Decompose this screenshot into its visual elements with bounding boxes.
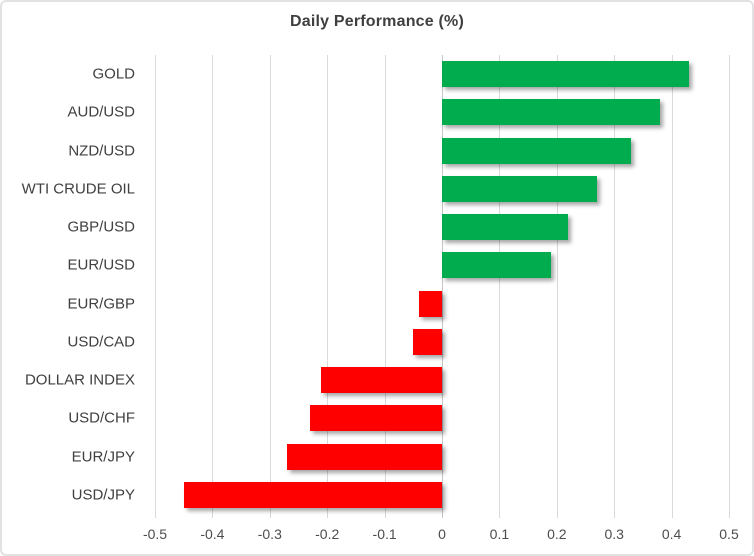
- category-label: WTI CRUDE OIL: [21, 180, 135, 198]
- gridline: [499, 55, 501, 518]
- bar-positive-nzd-usd: [442, 137, 632, 164]
- category-label: GBP/USD: [67, 218, 135, 236]
- x-tick-label: -0.4: [200, 526, 225, 542]
- x-tick-label: 0.3: [604, 526, 624, 542]
- gridline: [729, 55, 730, 518]
- gridline: [671, 55, 673, 518]
- gridline: [614, 55, 616, 518]
- category-label: DOLLAR INDEX: [24, 371, 135, 389]
- zero-axis-line: [442, 55, 443, 518]
- gridline: [556, 55, 558, 518]
- bar-positive-gold: [442, 61, 689, 88]
- x-tick-label: -0.1: [372, 526, 397, 542]
- x-tick-label: 0: [438, 526, 446, 542]
- bar-positive-eur-usd: [442, 252, 552, 279]
- bar-negative-usd-chf: [309, 405, 442, 432]
- gridline: [155, 55, 156, 518]
- category-label: EUR/JPY: [71, 448, 135, 466]
- category-label: NZD/USD: [68, 142, 135, 160]
- category-label: EUR/GBP: [67, 295, 135, 313]
- category-label: USD/CAD: [67, 333, 135, 351]
- bar-negative-eur-gbp: [419, 290, 442, 317]
- x-tick-label: 0.1: [489, 526, 510, 542]
- gridline: [212, 55, 214, 518]
- bar-negative-usd-jpy: [183, 481, 442, 508]
- category-label: USD/JPY: [71, 486, 135, 504]
- gridline: [269, 55, 271, 518]
- category-label: AUD/USD: [67, 103, 135, 121]
- bar-negative-dollar-index: [321, 367, 442, 394]
- chart-title: Daily Performance (%): [289, 13, 465, 30]
- plot-area: [155, 55, 730, 518]
- bar-positive-wti-crude-oil: [442, 175, 597, 202]
- x-tick-label: 0.4: [661, 526, 682, 542]
- gridline: [384, 55, 386, 518]
- bar-negative-eur-jpy: [287, 443, 442, 470]
- category-label: GOLD: [92, 65, 135, 83]
- x-tick-label: 0.2: [547, 526, 567, 542]
- x-tick-label: 0.5: [719, 526, 739, 542]
- category-label: USD/CHF: [68, 409, 135, 427]
- bar-positive-gbp-usd: [442, 214, 569, 241]
- gridline: [327, 55, 329, 518]
- x-tick-label: -0.3: [257, 526, 282, 542]
- x-tick-label: -0.2: [315, 526, 340, 542]
- bar-positive-aud-usd: [442, 99, 661, 126]
- x-tick-label: -0.5: [142, 526, 168, 542]
- category-label: EUR/USD: [67, 256, 135, 274]
- bar-negative-usd-cad: [413, 328, 442, 355]
